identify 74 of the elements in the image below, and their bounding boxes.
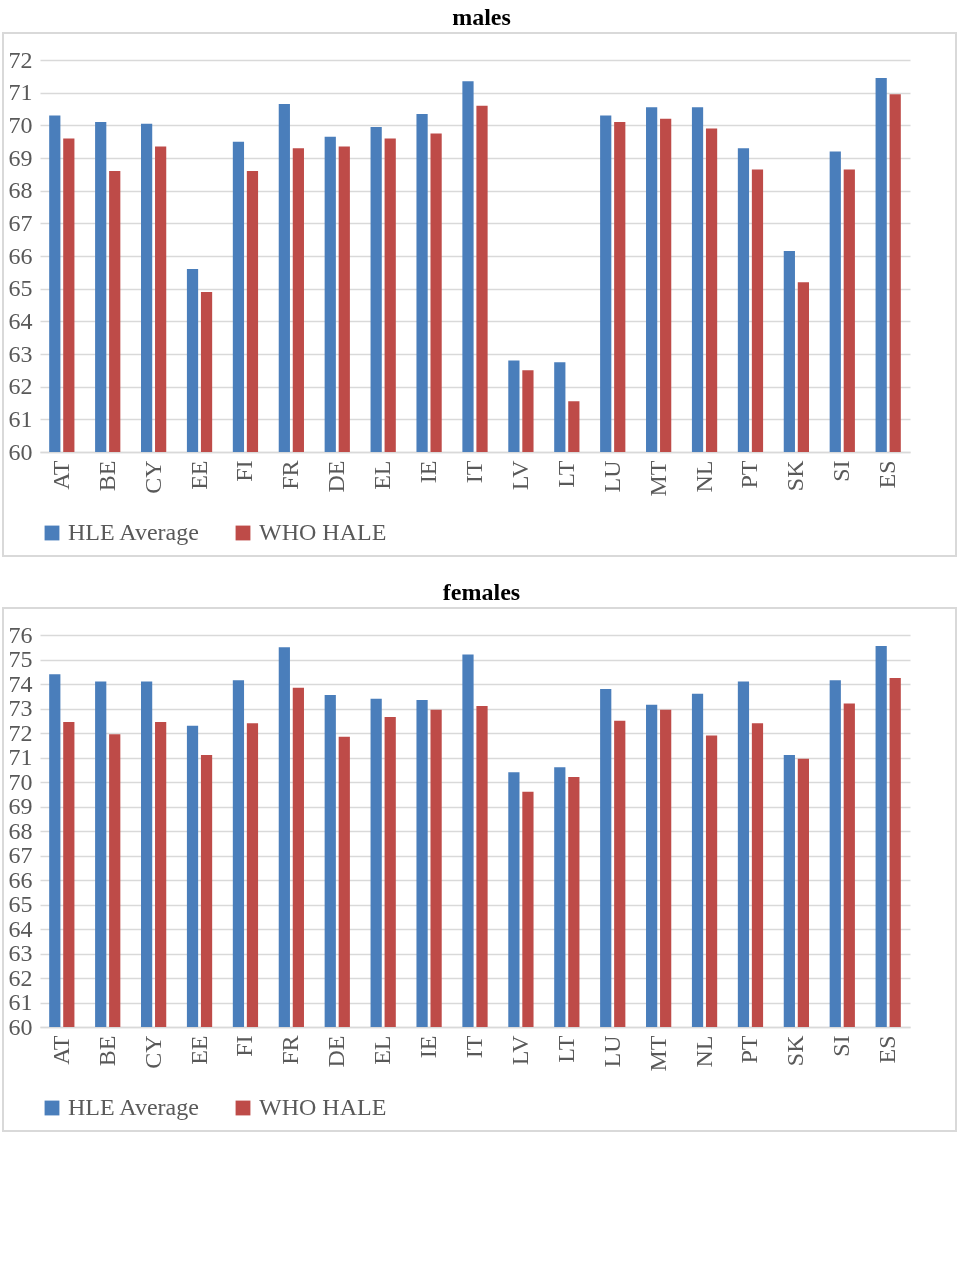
chart-title: females bbox=[441, 578, 522, 607]
x-tick-label: DE bbox=[323, 1035, 350, 1068]
x-tick-label: CY bbox=[139, 460, 166, 494]
y-tick-label: 60 bbox=[8, 438, 33, 465]
y-tick-label: 71 bbox=[8, 79, 33, 106]
x-tick-label: SK bbox=[782, 459, 809, 492]
y-tick-label: 65 bbox=[8, 275, 33, 302]
x-tick-label: IT bbox=[461, 1035, 487, 1059]
x-tick-label: EE bbox=[185, 460, 212, 490]
x-tick-label: PT bbox=[736, 1035, 763, 1064]
x-tick-label: AT bbox=[47, 460, 74, 490]
y-tick-label: 64 bbox=[8, 307, 33, 334]
x-tick-label: BE bbox=[93, 1035, 120, 1067]
x-tick-label: FI bbox=[231, 460, 258, 482]
legend-label: HLE Average bbox=[68, 519, 199, 545]
x-tick-label: LV bbox=[506, 459, 533, 491]
y-tick-label: 70 bbox=[8, 111, 33, 138]
chart-title: males bbox=[451, 3, 512, 32]
x-tick-label: EL bbox=[369, 1035, 396, 1065]
x-tick-label: LT bbox=[552, 1035, 579, 1063]
x-tick-label: AT bbox=[47, 1035, 74, 1065]
y-tick-label: 63 bbox=[8, 340, 33, 367]
x-tick-label: LU bbox=[598, 460, 625, 493]
y-tick-label: 65 bbox=[8, 891, 33, 917]
x-tick-label: IE bbox=[415, 1035, 442, 1059]
y-tick-label: 68 bbox=[8, 177, 33, 204]
x-tick-label: CY bbox=[139, 1035, 166, 1069]
y-tick-label: 72 bbox=[8, 719, 33, 746]
y-tick-label: 68 bbox=[8, 817, 33, 844]
x-tick-label: IE bbox=[415, 460, 442, 484]
legend-label: HLE Average bbox=[68, 1094, 199, 1120]
y-tick-label: 60 bbox=[8, 1013, 33, 1040]
x-tick-label: ES bbox=[874, 460, 901, 489]
x-tick-label: EE bbox=[185, 1035, 212, 1065]
y-tick-label: 62 bbox=[8, 373, 33, 400]
y-tick-label: 72 bbox=[8, 46, 33, 73]
x-tick-label: MT bbox=[644, 1035, 671, 1072]
x-tick-label: DE bbox=[323, 460, 350, 493]
y-tick-label: 76 bbox=[8, 621, 33, 648]
x-tick-label: FR bbox=[277, 460, 304, 490]
y-tick-label: 66 bbox=[8, 242, 33, 269]
x-tick-label: SI bbox=[828, 1035, 855, 1057]
x-tick-label: NL bbox=[690, 460, 717, 493]
legend-label: WHO HALE bbox=[259, 1094, 387, 1120]
x-tick-label: SI bbox=[828, 460, 855, 482]
x-tick-label: EL bbox=[369, 460, 396, 490]
x-tick-label: BE bbox=[93, 460, 120, 492]
x-tick-label: IT bbox=[461, 460, 487, 484]
y-tick-label: 70 bbox=[8, 768, 33, 795]
y-tick-label: 61 bbox=[8, 405, 33, 432]
x-tick-label: FR bbox=[277, 1035, 304, 1065]
y-tick-label: 71 bbox=[8, 744, 33, 770]
y-tick-label: 62 bbox=[8, 964, 33, 991]
x-tick-label: MT bbox=[644, 460, 671, 497]
y-tick-label: 75 bbox=[8, 646, 33, 672]
x-tick-label: LT bbox=[552, 460, 579, 488]
y-tick-label: 67 bbox=[8, 209, 33, 236]
x-tick-label: NL bbox=[690, 1035, 717, 1068]
x-tick-label: LV bbox=[506, 1034, 533, 1066]
x-tick-label: FI bbox=[231, 1035, 258, 1057]
y-tick-label: 66 bbox=[8, 866, 33, 893]
y-tick-label: 69 bbox=[8, 793, 33, 819]
y-tick-label: 64 bbox=[8, 915, 33, 942]
y-tick-label: 74 bbox=[8, 670, 33, 697]
y-tick-label: 69 bbox=[8, 144, 33, 171]
x-tick-label: SK bbox=[782, 1034, 809, 1067]
x-tick-label: PT bbox=[736, 460, 763, 489]
y-tick-label: 61 bbox=[8, 989, 33, 1015]
x-tick-label: LU bbox=[598, 1035, 625, 1068]
y-tick-label: 63 bbox=[8, 940, 33, 966]
y-tick-label: 73 bbox=[8, 695, 33, 721]
legend-label: WHO HALE bbox=[259, 519, 387, 545]
y-tick-label: 67 bbox=[8, 842, 33, 868]
x-tick-label: ES bbox=[874, 1035, 901, 1064]
